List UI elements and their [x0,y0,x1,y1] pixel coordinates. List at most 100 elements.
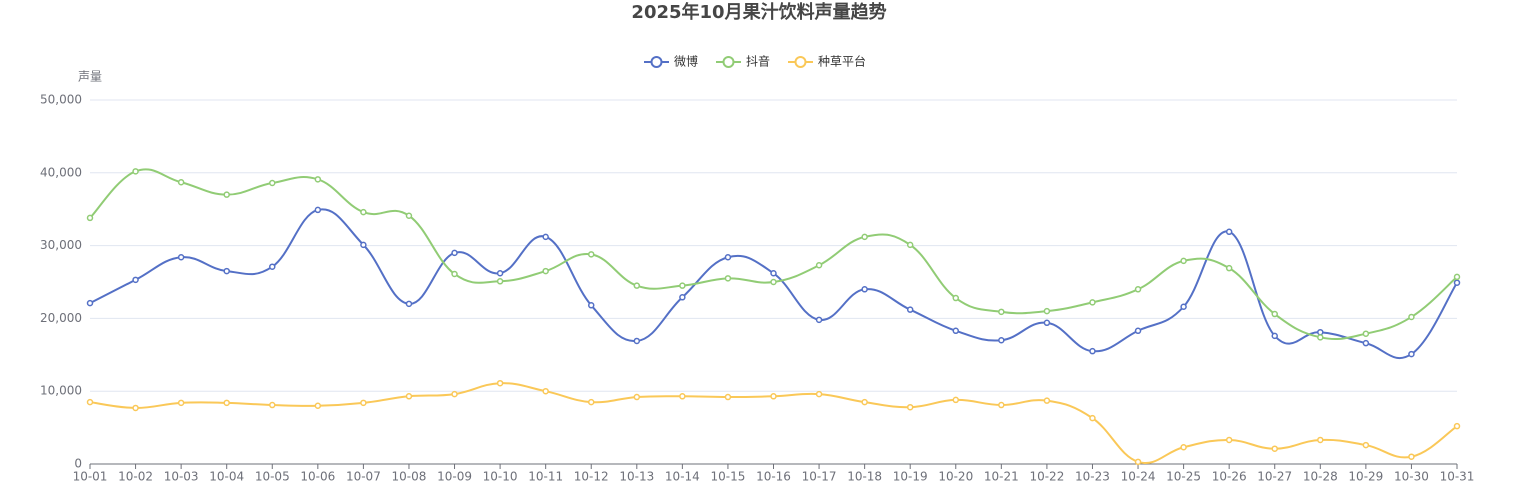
data-point [952,396,960,404]
data-point [861,398,868,406]
data-point [861,286,868,293]
data-point [679,294,686,301]
data-point [1408,313,1415,321]
data-point [906,306,914,313]
x-tick-label: 10-28 [1303,470,1338,484]
data-point [1043,319,1051,327]
legend-label: 种草平台 [818,54,866,69]
x-tick-label: 10-20 [938,470,973,484]
x-tick-label: 10-09 [437,470,472,484]
data-point [815,262,823,269]
data-point [1271,332,1278,340]
legend-marker [794,56,807,68]
data-point [542,267,549,275]
data-point [587,302,595,309]
x-tick-label: 10-03 [164,470,199,484]
data-point [314,402,322,410]
data-point [724,275,732,282]
x-tick-label: 10-25 [1166,470,1201,484]
data-point [451,390,458,398]
data-point [1043,397,1051,404]
data-point [724,393,732,401]
data-point [1362,339,1370,347]
data-point [815,316,823,324]
data-point [405,212,413,220]
data-point [360,241,367,249]
data-point [86,214,94,222]
data-point [542,387,549,395]
data-point [405,393,413,400]
data-point [587,251,595,258]
legend-marker [722,56,735,68]
x-tick-label: 10-19 [893,470,928,484]
data-point [906,241,914,249]
x-tick-label: 10-30 [1394,470,1429,484]
chart-title: 2025年10月果汁饮料声量趋势 [631,1,886,23]
x-tick-label: 10-23 [1075,470,1110,484]
x-tick-label: 10-02 [118,470,153,484]
data-point [679,282,686,289]
data-point [177,399,185,407]
data-point [1453,273,1461,281]
data-point [1362,441,1370,449]
data-point [1180,257,1187,265]
data-point [1134,327,1142,335]
data-point [1180,303,1187,311]
data-point [1225,436,1233,444]
data-point [906,403,914,411]
y-axis-title: 声量 [78,70,102,84]
data-point [1453,279,1461,286]
data-point [177,179,185,186]
y-tick-label: 10,000 [40,384,82,398]
data-point [496,278,504,285]
data-point [633,393,641,401]
data-point [724,253,732,261]
data-point [496,379,504,387]
data-point [1317,328,1324,336]
data-point [1134,458,1142,466]
data-point [1225,228,1233,236]
data-point [1180,444,1187,451]
data-point [1362,330,1370,337]
x-tick-label: 10-26 [1212,470,1247,484]
data-point [998,401,1005,409]
x-tick-label: 10-05 [255,470,290,484]
data-point [679,393,686,400]
x-tick-label: 10-16 [756,470,791,484]
data-point [1317,334,1324,341]
x-tick-label: 10-10 [483,470,518,484]
x-tick-label: 10-04 [209,470,244,484]
data-point [405,300,413,308]
x-tick-label: 10-01 [73,470,108,484]
data-point [1225,264,1233,272]
data-point [815,390,823,398]
data-point [998,308,1005,316]
data-point [269,179,276,187]
y-tick-label: 30,000 [40,238,82,252]
data-point [269,401,276,409]
data-point [952,294,960,302]
data-point [86,299,94,307]
data-point [177,253,185,261]
data-point [1408,453,1415,460]
data-point [1271,445,1278,452]
legend-label: 抖音 [746,54,770,69]
x-tick-label: 10-21 [984,470,1019,484]
data-point [314,176,322,183]
data-point [132,276,139,284]
data-point [952,327,960,335]
x-tick-label: 10-31 [1440,470,1475,484]
data-point [314,206,322,214]
data-point [86,398,94,406]
data-point [451,270,458,278]
x-tick-label: 10-13 [619,470,654,484]
x-tick-label: 10-07 [346,470,381,484]
data-point [770,270,777,277]
data-point [223,191,230,198]
data-point [1089,299,1096,306]
legend-marker [650,56,663,68]
data-point [633,282,641,289]
data-point [998,336,1005,344]
x-tick-label: 10-24 [1121,470,1156,484]
